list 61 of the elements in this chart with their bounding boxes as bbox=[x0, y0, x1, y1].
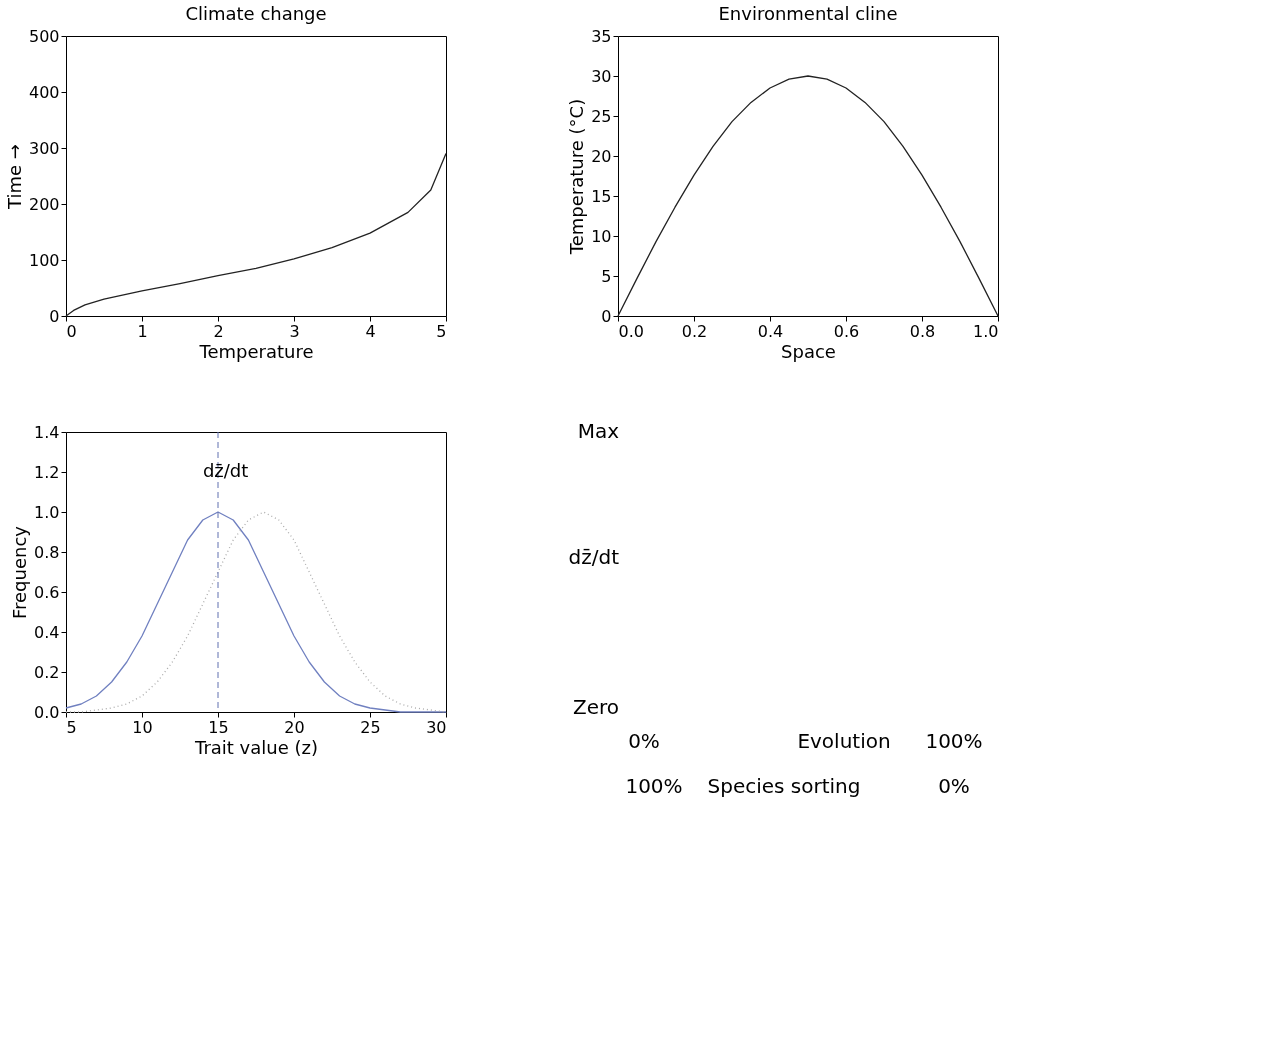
x-tick-label: 0.8 bbox=[909, 321, 936, 341]
y-tick-label: 0 bbox=[601, 306, 612, 326]
x-tick-label: 25 bbox=[360, 717, 381, 737]
x-tick-label: 4 bbox=[365, 321, 376, 341]
y-tick-label: 0 bbox=[49, 306, 60, 326]
y-axis-title: Frequency bbox=[9, 525, 31, 619]
x-tick-label: 2 bbox=[213, 321, 224, 341]
text: 100% bbox=[625, 774, 683, 798]
x-tick-label: 5 bbox=[436, 321, 447, 341]
y-tick-label: 35 bbox=[591, 26, 612, 46]
y-tick-label: 1.2 bbox=[34, 462, 60, 482]
x-tick-label: 0.4 bbox=[757, 321, 784, 341]
x-tick-label: 1.0 bbox=[973, 321, 999, 341]
y-tick-label: 1.0 bbox=[34, 502, 60, 522]
text: Max bbox=[577, 419, 620, 443]
y-tick-label: 200 bbox=[28, 194, 60, 214]
y-tick-label: 0.4 bbox=[34, 622, 60, 642]
y-axis-title: Time → bbox=[3, 144, 25, 210]
x-tick-label: 20 bbox=[284, 717, 305, 737]
x-tick-label: 30 bbox=[426, 717, 447, 737]
y-axis-title: Temperature (°C) bbox=[566, 98, 588, 256]
text: Species sorting bbox=[707, 774, 861, 798]
y-tick-label: 15 bbox=[591, 186, 612, 206]
text: Evolution bbox=[797, 729, 891, 753]
text: 100% bbox=[925, 729, 983, 753]
text: Zero bbox=[572, 695, 619, 719]
x-tick-label: 0 bbox=[66, 321, 77, 341]
y-tick-label: 0.2 bbox=[34, 662, 60, 682]
x-tick-label: 1 bbox=[137, 321, 148, 341]
y-tick-label: 20 bbox=[591, 146, 612, 166]
text: 0% bbox=[628, 729, 660, 753]
x-tick-label: 15 bbox=[208, 717, 229, 737]
y-tick-label: 100 bbox=[28, 250, 60, 270]
y-tick-label: 0.6 bbox=[34, 582, 60, 602]
x-tick-label: 0.2 bbox=[681, 321, 708, 341]
y-tick-label: 30 bbox=[591, 66, 612, 86]
y-tick-label: 5 bbox=[601, 266, 612, 286]
y-tick-label: 0.8 bbox=[34, 542, 60, 562]
y-tick-label: 400 bbox=[28, 82, 60, 102]
x-tick-label: 5 bbox=[66, 717, 77, 737]
y-tick-label: 0.0 bbox=[34, 702, 60, 722]
text: dz̄/dt bbox=[568, 545, 620, 569]
x-axis-title: Trait value (z) bbox=[194, 736, 318, 758]
x-axis-title: Temperature bbox=[198, 340, 314, 362]
x-axis-title: Space bbox=[781, 340, 836, 362]
y-tick-label: 300 bbox=[28, 138, 60, 158]
chart-title: Climate change bbox=[185, 3, 327, 24]
annotation: dz̄/dt bbox=[202, 460, 249, 481]
line-series bbox=[65, 511, 447, 713]
chart-title: Environmental cline bbox=[718, 3, 898, 24]
x-tick-label: 3 bbox=[289, 321, 300, 341]
y-tick-label: 1.4 bbox=[34, 422, 60, 442]
text: 0% bbox=[938, 774, 970, 798]
y-tick-label: 25 bbox=[591, 106, 612, 126]
line-series bbox=[617, 75, 999, 317]
line-series bbox=[65, 152, 447, 317]
x-tick-label: 10 bbox=[132, 717, 153, 737]
x-tick-label: 0.6 bbox=[833, 321, 860, 341]
y-tick-label: 500 bbox=[28, 26, 60, 46]
y-tick-label: 10 bbox=[591, 226, 612, 246]
x-tick-label: 0.0 bbox=[618, 321, 644, 341]
